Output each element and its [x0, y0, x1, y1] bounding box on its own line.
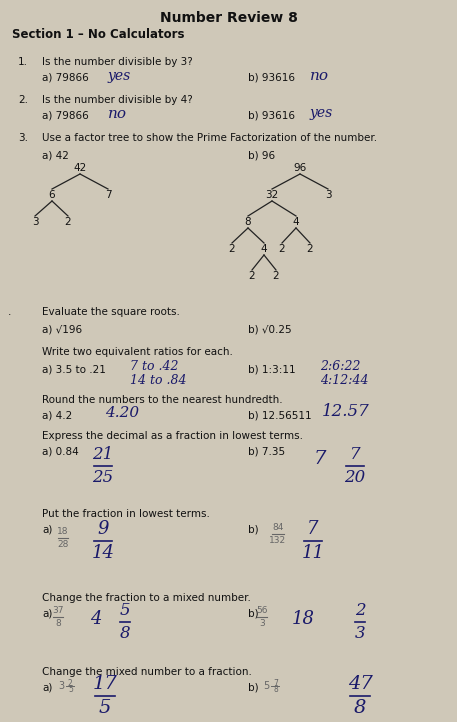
Text: 3: 3	[32, 217, 38, 227]
Text: Round the numbers to the nearest hundredth.: Round the numbers to the nearest hundred…	[42, 395, 282, 405]
Text: 2: 2	[355, 602, 365, 619]
Text: b) 12.56511: b) 12.56511	[248, 411, 312, 421]
Text: 14: 14	[91, 544, 115, 562]
Text: 7: 7	[314, 450, 326, 468]
Text: a) 79866: a) 79866	[42, 111, 89, 121]
Text: b) √0.25: b) √0.25	[248, 325, 292, 335]
Text: 84: 84	[272, 523, 284, 532]
Text: 20: 20	[345, 469, 366, 486]
Text: b) 1:3:11: b) 1:3:11	[248, 364, 296, 374]
Text: 2: 2	[228, 244, 235, 254]
Text: a) 0.84: a) 0.84	[42, 447, 79, 457]
Text: 9: 9	[97, 520, 109, 538]
Text: 8: 8	[55, 619, 61, 628]
Text: 8: 8	[244, 217, 251, 227]
Text: b) 7.35: b) 7.35	[248, 447, 285, 457]
Text: b): b)	[248, 683, 259, 693]
Text: b): b)	[248, 525, 259, 535]
Text: 5: 5	[68, 684, 73, 694]
Text: 47: 47	[348, 675, 372, 693]
Text: a) 3.5 to .21: a) 3.5 to .21	[42, 364, 106, 374]
Text: a) 79866: a) 79866	[42, 73, 89, 83]
Text: Section 1 – No Calculators: Section 1 – No Calculators	[12, 28, 185, 41]
Text: a): a)	[42, 609, 53, 619]
Text: Express the decimal as a fraction in lowest terms.: Express the decimal as a fraction in low…	[42, 431, 303, 441]
Text: yes: yes	[108, 69, 131, 83]
Text: 7: 7	[350, 446, 360, 463]
Text: 7: 7	[273, 679, 278, 687]
Text: Put the fraction in lowest terms.: Put the fraction in lowest terms.	[42, 509, 210, 519]
Text: 8: 8	[120, 625, 130, 642]
Text: 5: 5	[99, 699, 111, 717]
Text: 14 to .84: 14 to .84	[130, 375, 186, 388]
Text: b) 96: b) 96	[248, 150, 275, 160]
Text: 5: 5	[263, 681, 269, 691]
Text: 21: 21	[92, 446, 114, 463]
Text: 2: 2	[65, 217, 71, 227]
Text: 32: 32	[266, 190, 279, 200]
Text: 12.57: 12.57	[322, 404, 370, 420]
Text: 42: 42	[74, 163, 87, 173]
Text: Use a factor tree to show the Prime Factorization of the number.: Use a factor tree to show the Prime Fact…	[42, 133, 377, 143]
Text: 18: 18	[292, 610, 315, 628]
Text: Change the mixed number to a fraction.: Change the mixed number to a fraction.	[42, 667, 252, 677]
Text: 11: 11	[302, 544, 324, 562]
Text: yes: yes	[310, 106, 333, 120]
Text: Evaluate the square roots.: Evaluate the square roots.	[42, 307, 180, 317]
Text: 7 to .42: 7 to .42	[130, 360, 179, 373]
Text: 37: 37	[52, 606, 64, 615]
Text: 2: 2	[68, 679, 73, 687]
Text: 132: 132	[270, 536, 287, 545]
Text: 2: 2	[273, 271, 279, 281]
Text: 3: 3	[324, 190, 331, 200]
Text: Is the number divisible by 3?: Is the number divisible by 3?	[42, 57, 193, 67]
Text: 96: 96	[293, 163, 307, 173]
Text: 17: 17	[93, 675, 117, 693]
Text: 4: 4	[292, 217, 299, 227]
Text: no: no	[108, 107, 127, 121]
Text: 7: 7	[307, 520, 319, 538]
Text: 3: 3	[58, 681, 64, 691]
Text: 4.20: 4.20	[105, 406, 139, 420]
Text: 2: 2	[307, 244, 314, 254]
Text: 1.: 1.	[18, 57, 28, 67]
Text: Number Review 8: Number Review 8	[159, 11, 298, 25]
Text: 2.: 2.	[18, 95, 28, 105]
Text: Is the number divisible by 4?: Is the number divisible by 4?	[42, 95, 193, 105]
Text: 6: 6	[49, 190, 55, 200]
Text: 25: 25	[92, 469, 114, 486]
Text: 4:12:44: 4:12:44	[320, 375, 368, 388]
Text: 2: 2	[279, 244, 285, 254]
Text: 3.: 3.	[18, 133, 28, 143]
Text: b): b)	[248, 609, 259, 619]
Text: 2:6:22: 2:6:22	[320, 360, 361, 373]
Text: 8: 8	[354, 699, 366, 717]
Text: b) 93616: b) 93616	[248, 73, 295, 83]
Text: a): a)	[42, 683, 53, 693]
Text: 4: 4	[90, 610, 101, 628]
Text: 8: 8	[273, 684, 278, 694]
Text: b) 93616: b) 93616	[248, 111, 295, 121]
Text: 5: 5	[120, 602, 130, 619]
Text: Write two equivalent ratios for each.: Write two equivalent ratios for each.	[42, 347, 233, 357]
Text: a) 42: a) 42	[42, 150, 69, 160]
Text: 4: 4	[260, 244, 267, 254]
Text: 28: 28	[57, 540, 69, 549]
Text: 3: 3	[259, 619, 265, 628]
Text: a) 4.2: a) 4.2	[42, 411, 72, 421]
Text: no: no	[310, 69, 329, 83]
Text: 18: 18	[57, 527, 69, 536]
Text: a) √196: a) √196	[42, 325, 82, 335]
Text: 3: 3	[355, 625, 365, 642]
Text: 7: 7	[105, 190, 112, 200]
Text: .: .	[8, 307, 11, 317]
Text: a): a)	[42, 525, 53, 535]
Text: 56: 56	[256, 606, 268, 615]
Text: Change the fraction to a mixed number.: Change the fraction to a mixed number.	[42, 593, 251, 603]
Text: 2: 2	[249, 271, 255, 281]
